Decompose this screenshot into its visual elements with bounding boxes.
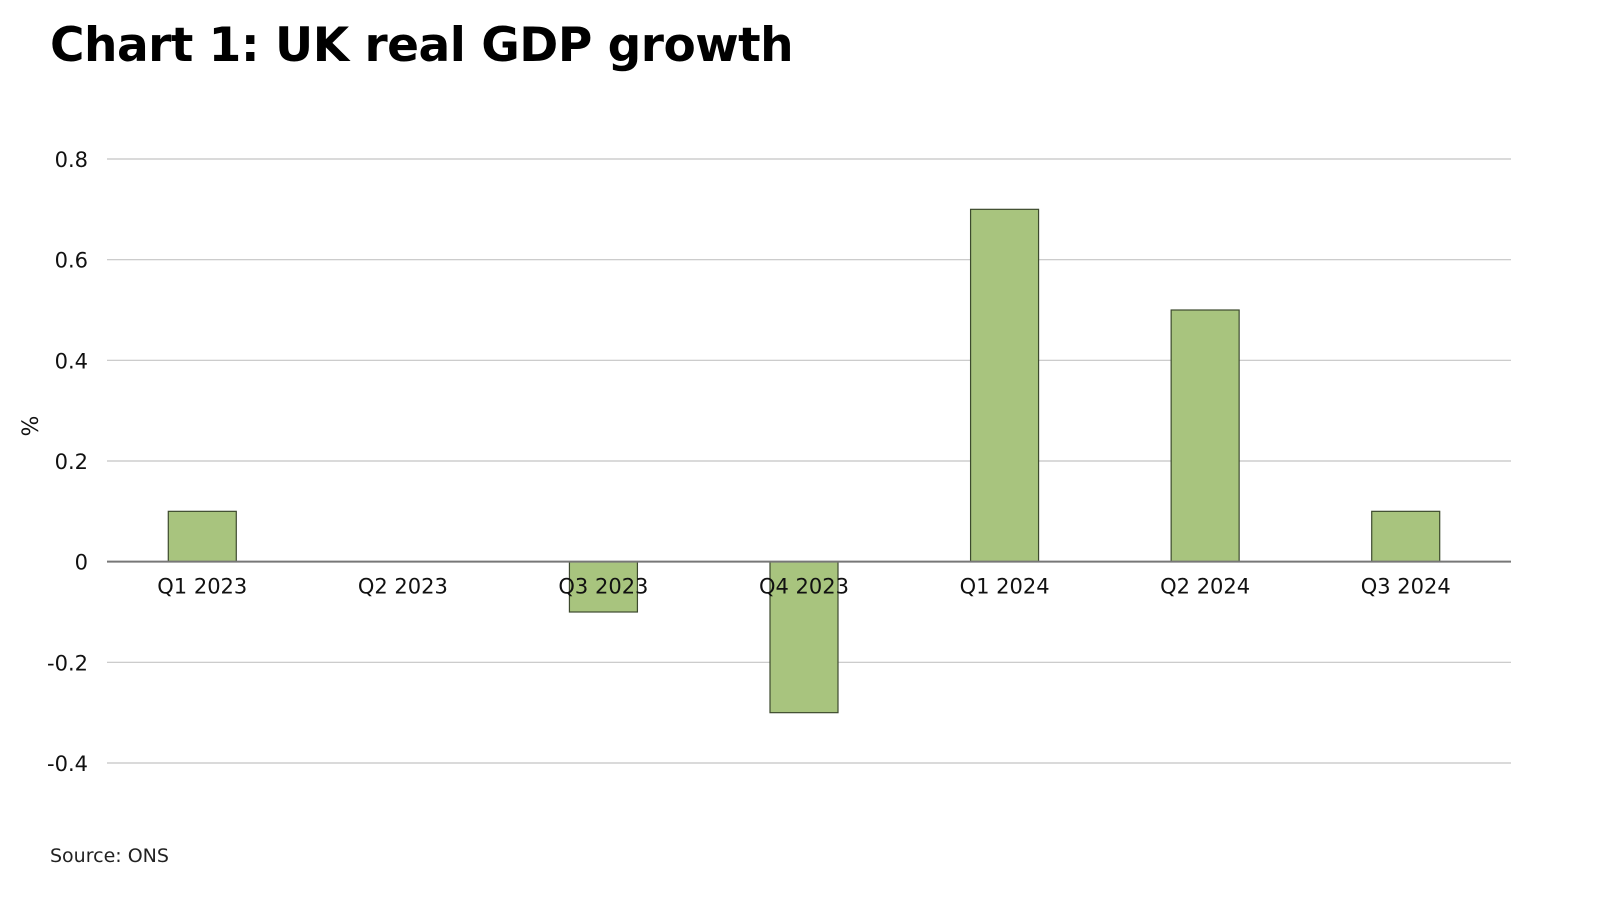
x-tick-label: Q1 2024 — [960, 575, 1050, 599]
bar — [568, 561, 639, 613]
y-tick-label: -0.2 — [47, 651, 88, 675]
y-tick-label: 0.8 — [55, 148, 88, 172]
bar — [167, 510, 237, 563]
bar — [769, 561, 839, 714]
bar — [1371, 510, 1441, 563]
x-tick-label: Q2 2023 — [358, 575, 448, 599]
chart-title: Chart 1: UK real GDP growth — [50, 18, 794, 73]
y-tick-label: 0 — [75, 551, 88, 575]
y-tick-label: 0.6 — [55, 249, 88, 273]
x-tick-label: Q4 2023 — [759, 575, 849, 599]
y-tick-label: 0.2 — [55, 450, 88, 474]
bar — [1170, 309, 1240, 563]
x-tick-label: Q1 2023 — [157, 575, 247, 599]
y-tick-label: -0.4 — [47, 752, 88, 776]
bar — [969, 208, 1040, 563]
x-tick-label: Q2 2024 — [1160, 575, 1250, 599]
x-tick-label: Q3 2023 — [558, 575, 648, 599]
y-axis-label: % — [19, 416, 44, 437]
x-tick-label: Q3 2024 — [1361, 575, 1451, 599]
y-tick-label: 0.4 — [55, 349, 88, 373]
source-note: Source: ONS — [50, 845, 169, 867]
